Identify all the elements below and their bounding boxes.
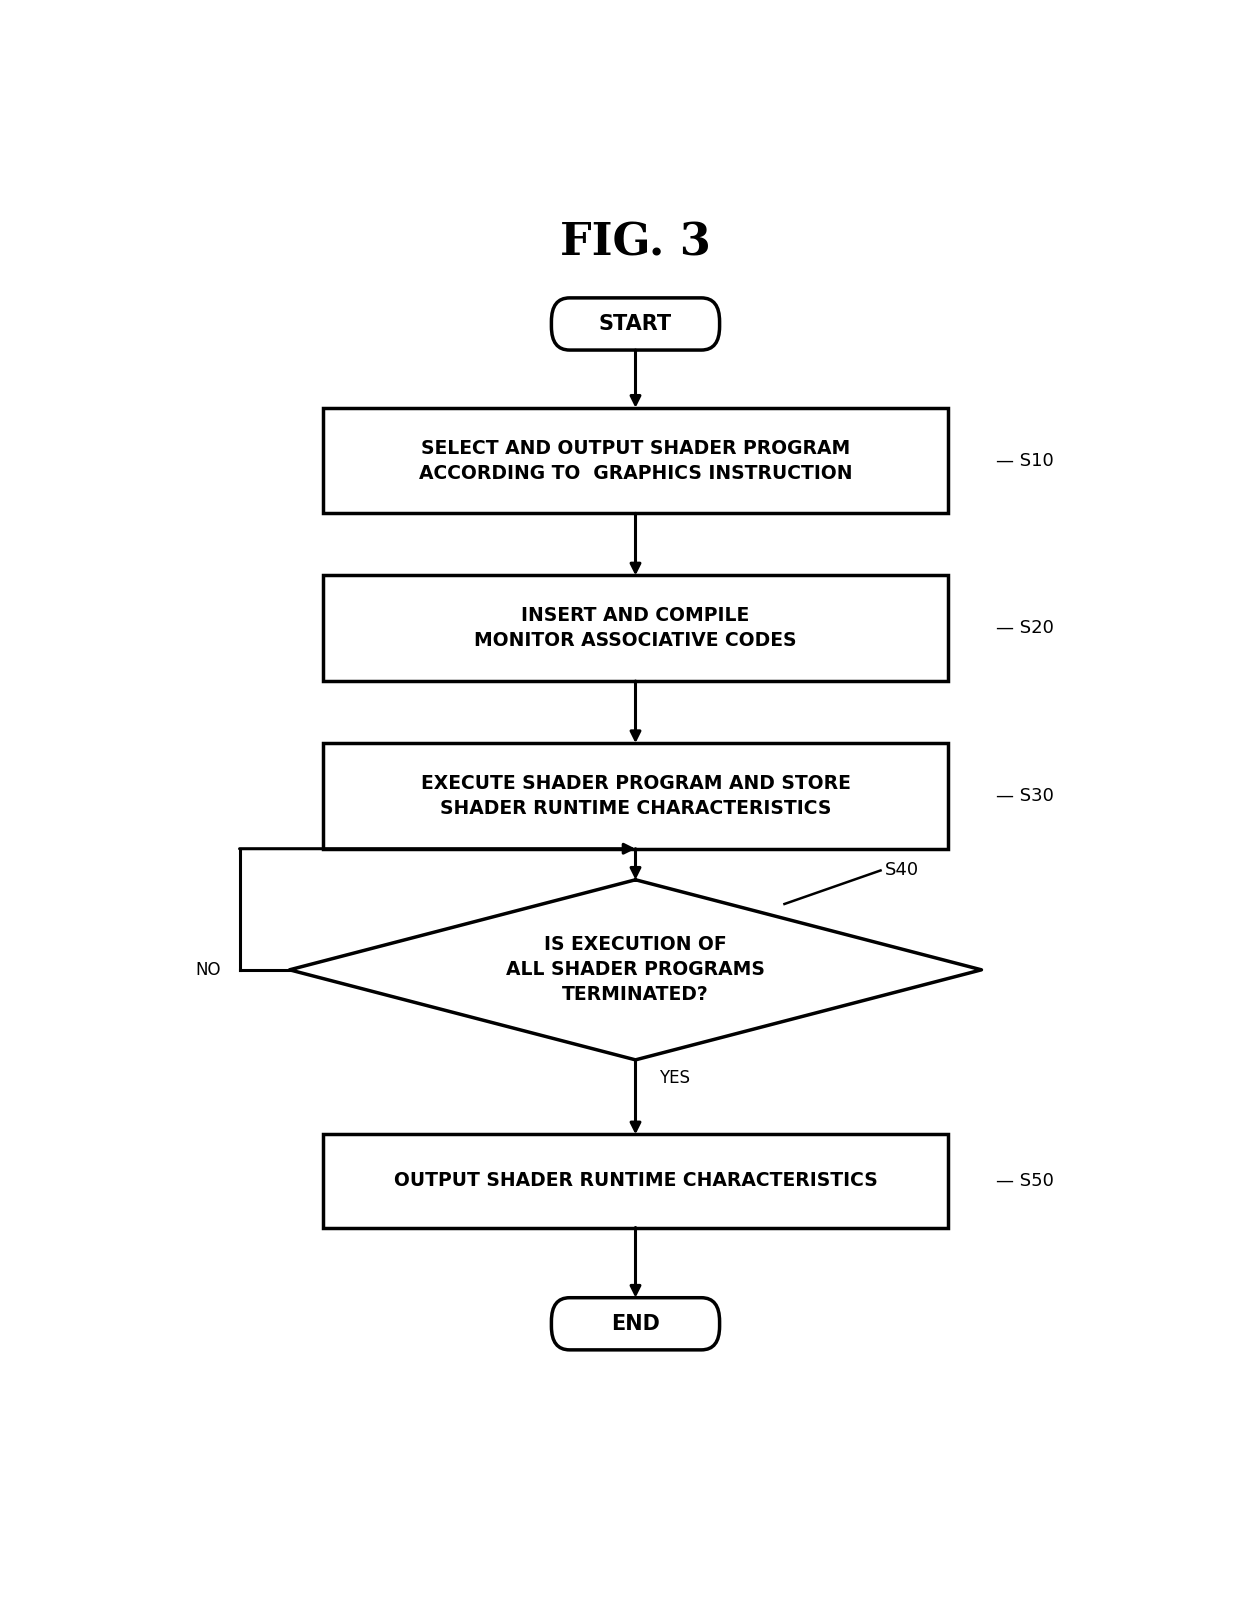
Text: FIG. 3: FIG. 3 [560,221,711,265]
Text: NO: NO [195,961,221,979]
Text: OUTPUT SHADER RUNTIME CHARACTERISTICS: OUTPUT SHADER RUNTIME CHARACTERISTICS [393,1171,878,1190]
FancyBboxPatch shape [552,298,719,350]
Text: EXECUTE SHADER PROGRAM AND STORE
SHADER RUNTIME CHARACTERISTICS: EXECUTE SHADER PROGRAM AND STORE SHADER … [420,774,851,818]
Text: — S30: — S30 [996,787,1054,805]
Bar [324,576,947,681]
Text: — S20: — S20 [996,619,1054,637]
Text: INSERT AND COMPILE
MONITOR ASSOCIATIVE CODES: INSERT AND COMPILE MONITOR ASSOCIATIVE C… [474,606,797,650]
Bar [324,744,947,848]
Text: START: START [599,315,672,334]
Text: — S50: — S50 [996,1173,1054,1190]
Text: IS EXECUTION OF
ALL SHADER PROGRAMS
TERMINATED?: IS EXECUTION OF ALL SHADER PROGRAMS TERM… [506,936,765,1005]
Text: — S10: — S10 [996,452,1054,469]
FancyBboxPatch shape [552,1298,719,1350]
Polygon shape [290,879,982,1060]
Bar [324,1134,947,1227]
Text: SELECT AND OUTPUT SHADER PROGRAM
ACCORDING TO  GRAPHICS INSTRUCTION: SELECT AND OUTPUT SHADER PROGRAM ACCORDI… [419,439,852,482]
Text: YES: YES [660,1069,691,1087]
Text: END: END [611,1315,660,1334]
Bar [324,408,947,513]
Text: S40: S40 [885,861,920,879]
